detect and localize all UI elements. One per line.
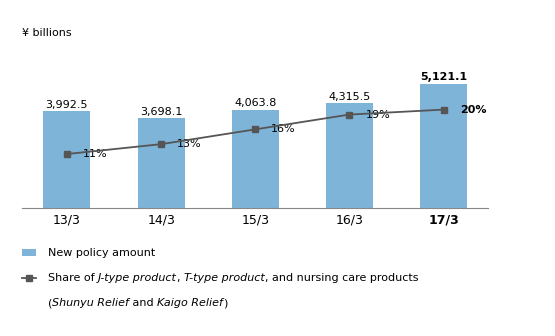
Text: and: and (129, 298, 157, 308)
Text: 20%: 20% (460, 104, 486, 115)
Text: 5,121.1: 5,121.1 (420, 73, 467, 82)
Bar (232, 110, 279, 208)
Text: 11%: 11% (83, 149, 108, 159)
Text: 19%: 19% (366, 110, 390, 120)
Text: 16%: 16% (271, 124, 296, 134)
Text: T-type product: T-type product (184, 273, 265, 283)
Bar (43, 111, 90, 208)
Text: J-type product: J-type product (98, 273, 177, 283)
Text: 3,992.5: 3,992.5 (46, 100, 88, 110)
Text: Share of: Share of (48, 273, 98, 283)
Text: 4,315.5: 4,315.5 (329, 92, 371, 102)
Text: , and nursing care products: , and nursing care products (265, 273, 418, 283)
Text: 13%: 13% (177, 139, 202, 149)
FancyBboxPatch shape (22, 249, 36, 256)
Text: (: ( (48, 298, 52, 308)
Text: 4,063.8: 4,063.8 (234, 98, 276, 108)
Text: 3,698.1: 3,698.1 (140, 107, 182, 117)
Text: ¥ billions: ¥ billions (22, 28, 72, 38)
Bar (420, 84, 467, 208)
Text: New policy amount: New policy amount (48, 248, 155, 257)
Text: ,: , (177, 273, 184, 283)
Text: Shunyu Relief: Shunyu Relief (52, 298, 129, 308)
Text: ): ) (223, 298, 228, 308)
Bar (138, 119, 185, 208)
Text: Kaigo Relief: Kaigo Relief (157, 298, 223, 308)
Bar (326, 103, 373, 208)
